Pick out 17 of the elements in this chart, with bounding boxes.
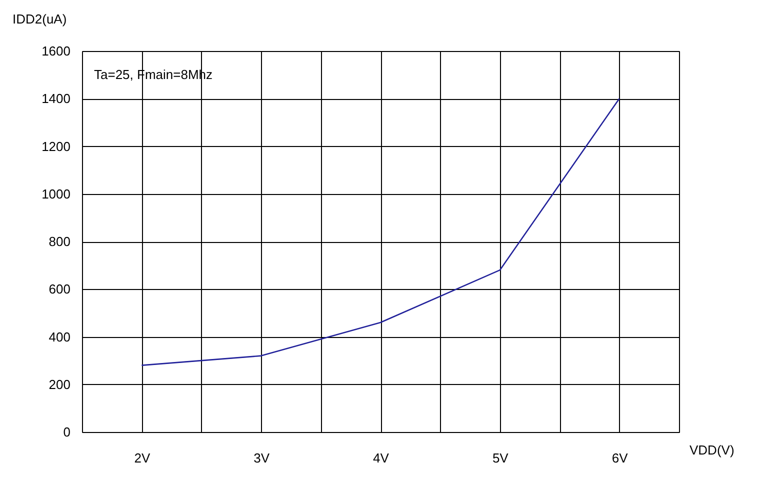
y-tick-label: 0 xyxy=(63,424,70,440)
y-tick-label: 1600 xyxy=(42,44,70,58)
y-tick-label: 600 xyxy=(48,282,70,297)
x-tick-label: 5V xyxy=(492,450,509,466)
y-tick-label: 1000 xyxy=(42,186,70,202)
y-tick-label: 800 xyxy=(48,234,70,249)
y-tick-label: 1400 xyxy=(42,91,70,106)
y-tick-label: 200 xyxy=(48,376,70,392)
y-tick-label: 400 xyxy=(48,329,70,344)
y-axis-title: IDD2(uA) xyxy=(12,12,67,26)
x-tick-label: 2V xyxy=(134,450,150,466)
x-axis-title: VDD(V) xyxy=(690,442,734,458)
y-tick-label: 1200 xyxy=(42,138,70,154)
x-tick-label: 6V xyxy=(612,450,628,466)
x-tick-label: 4V xyxy=(373,450,390,466)
line-series xyxy=(141,98,620,366)
x-tick-label: 3V xyxy=(254,450,270,466)
